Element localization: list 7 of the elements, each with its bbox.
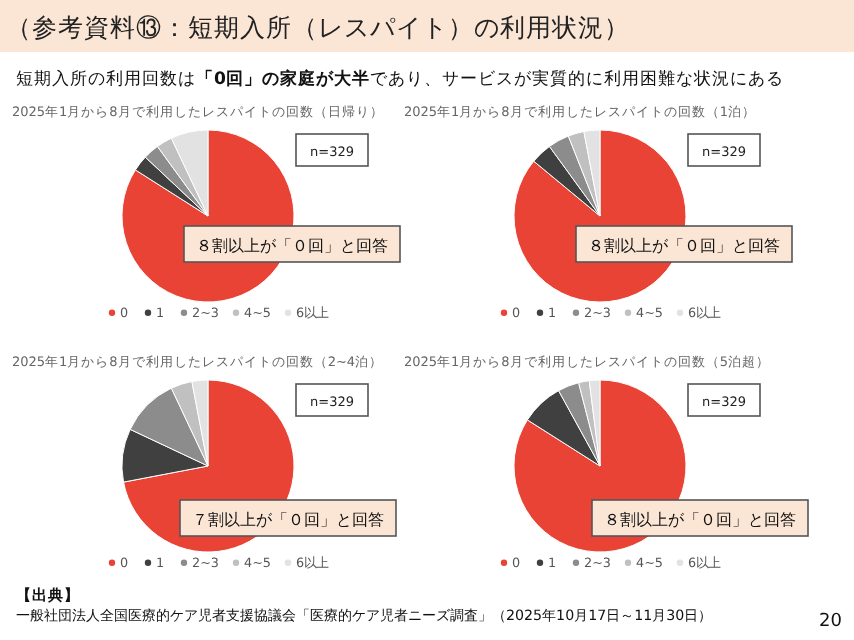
text: 短期入所の利用回数は「0回」の家庭が大半であり、サービスが実質的に利用困難な状況にある xyxy=(16,68,784,90)
text: ７割以上が「０回」と回答 xyxy=(192,511,384,529)
text: ８割以上が「０回」と回答 xyxy=(588,237,780,255)
text: ８割以上が「０回」と回答 xyxy=(604,511,796,529)
text: （参考資料⑬：短期入所（レスパイト）の利用状況） xyxy=(6,12,630,42)
text: ８割以上が「０回」と回答 xyxy=(196,237,388,255)
text: 20 xyxy=(819,612,843,632)
